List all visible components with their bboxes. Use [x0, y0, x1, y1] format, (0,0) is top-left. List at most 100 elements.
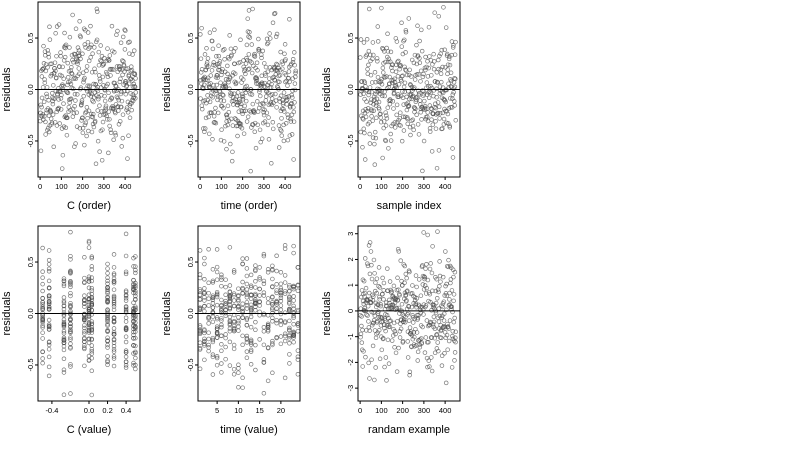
- residual-point: [123, 28, 128, 33]
- residual-point: [405, 288, 410, 294]
- residual-point: [432, 79, 438, 84]
- residual-point: [431, 319, 437, 325]
- residual-point: [118, 40, 124, 45]
- residual-point: [116, 122, 122, 127]
- residual-point: [40, 245, 45, 251]
- residual-point: [122, 47, 128, 52]
- residual-point: [246, 8, 252, 13]
- residual-point: [265, 325, 271, 330]
- residual-point: [430, 244, 435, 249]
- residual-point: [254, 60, 260, 66]
- residual-point: [223, 277, 228, 282]
- residual-point: [50, 112, 56, 117]
- plot-frame: [357, 225, 461, 402]
- residual-point: [61, 328, 67, 334]
- residual-point: [447, 290, 452, 296]
- residual-point: [62, 54, 68, 60]
- residual-point: [201, 77, 207, 82]
- y-tick-label: 0.0: [26, 308, 35, 318]
- residual-point: [248, 342, 254, 347]
- residual-point: [391, 90, 397, 96]
- residual-point: [133, 297, 138, 303]
- residual-point: [403, 28, 409, 33]
- residual-point: [377, 356, 383, 362]
- residual-point: [260, 100, 265, 106]
- residual-point: [441, 96, 446, 102]
- residual-point: [240, 301, 245, 307]
- x-tick-label: 0: [38, 182, 42, 191]
- residual-point: [274, 335, 279, 341]
- residual-point: [48, 116, 54, 121]
- residual-point: [449, 39, 455, 44]
- residual-point: [61, 306, 67, 312]
- residual-point: [223, 301, 228, 306]
- residual-point: [131, 290, 136, 296]
- residual-point: [266, 137, 272, 142]
- residual-point: [244, 273, 250, 279]
- residual-point: [214, 289, 220, 295]
- residual-point: [388, 131, 393, 137]
- residual-point: [206, 114, 211, 120]
- residual-point: [252, 129, 257, 134]
- residual-point: [420, 168, 425, 174]
- residual-point: [372, 377, 377, 383]
- residual-point: [431, 66, 437, 72]
- residual-point: [420, 74, 426, 80]
- residual-point: [269, 81, 274, 87]
- residual-point: [359, 340, 365, 345]
- residual-point: [435, 229, 440, 234]
- residual-point: [72, 75, 78, 81]
- residual-point: [382, 318, 388, 323]
- residual-point: [274, 290, 279, 296]
- residual-point: [380, 45, 385, 51]
- residual-point: [227, 33, 232, 38]
- residual-point: [407, 372, 412, 378]
- residual-point: [202, 276, 207, 282]
- residual-point: [405, 355, 411, 360]
- residual-point: [409, 118, 414, 124]
- residual-point: [246, 67, 251, 72]
- residual-point: [216, 53, 222, 59]
- residual-point: [239, 125, 245, 131]
- residual-point: [283, 121, 289, 126]
- residual-point: [56, 97, 61, 102]
- residual-point: [68, 81, 74, 87]
- residual-point: [452, 338, 457, 343]
- residual-point: [361, 278, 367, 284]
- residual-point: [105, 266, 110, 271]
- residual-point: [359, 314, 364, 319]
- residual-point: [248, 168, 253, 174]
- x-tick-label: 15: [255, 406, 263, 415]
- residual-point: [68, 324, 73, 330]
- residual-point: [285, 112, 290, 117]
- residual-point: [82, 255, 87, 260]
- residual-point: [374, 276, 380, 281]
- residual-point: [263, 64, 269, 70]
- residual-point: [387, 319, 392, 324]
- residual-point: [277, 73, 283, 78]
- residual-point: [109, 23, 115, 29]
- residual-point: [46, 346, 52, 352]
- residual-point: [403, 292, 409, 298]
- residual-point: [240, 342, 245, 348]
- residual-point: [407, 124, 413, 130]
- residual-point: [425, 110, 430, 115]
- residual-point: [226, 79, 231, 85]
- residual-point: [399, 20, 404, 26]
- residual-point: [382, 325, 387, 331]
- residual-point: [212, 27, 217, 33]
- residual-point: [210, 297, 216, 303]
- residual-point: [230, 149, 235, 155]
- residual-point: [451, 298, 456, 304]
- residual-point: [115, 28, 120, 34]
- residual-point: [273, 91, 278, 97]
- residual-point: [366, 48, 372, 54]
- residual-point: [238, 101, 244, 107]
- residual-point: [261, 390, 267, 396]
- residual-point: [437, 259, 442, 264]
- residual-point: [448, 277, 454, 282]
- residual-point: [105, 316, 110, 321]
- residual-point: [405, 121, 410, 126]
- residual-point: [82, 329, 87, 334]
- x-axis-title: C (order): [67, 200, 111, 212]
